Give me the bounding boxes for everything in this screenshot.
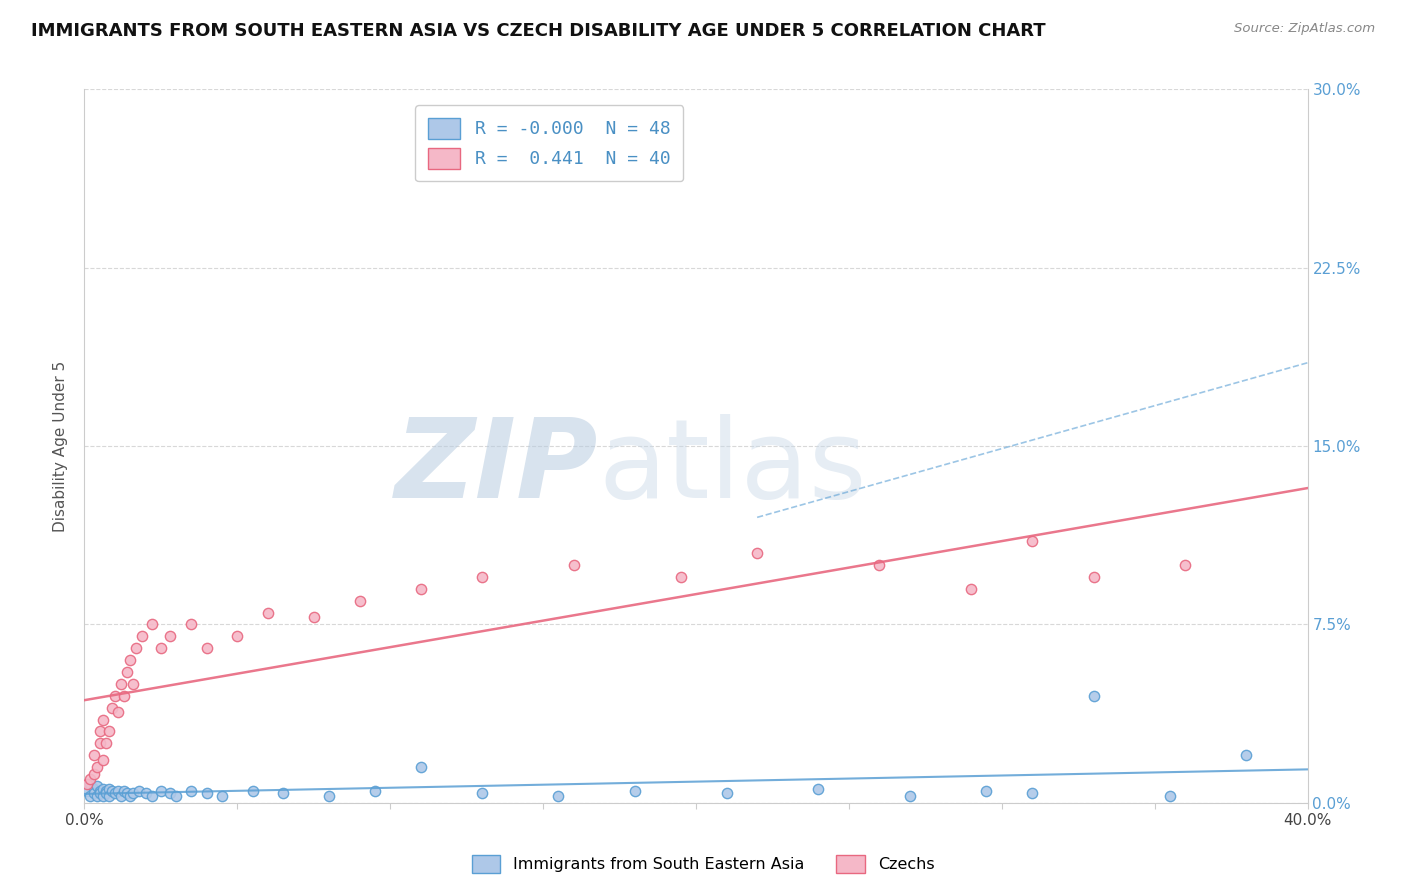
Point: [83, 786, 105, 800]
Point: [716, 786, 738, 800]
Point: [159, 629, 181, 643]
Point: [89, 724, 111, 739]
Point: [101, 784, 124, 798]
Point: [104, 786, 127, 800]
Point: [271, 786, 294, 800]
Point: [91, 713, 114, 727]
Point: [112, 784, 135, 798]
Point: [89, 784, 111, 798]
Point: [898, 789, 921, 803]
Point: [242, 784, 264, 798]
Point: [76, 784, 98, 798]
Point: [547, 789, 569, 803]
Point: [91, 781, 114, 796]
Point: [107, 706, 129, 720]
Legend: R = -0.000  N = 48, R =  0.441  N = 40: R = -0.000 N = 48, R = 0.441 N = 40: [415, 105, 683, 181]
Point: [97, 724, 120, 739]
Point: [180, 784, 202, 798]
Point: [131, 629, 153, 643]
Point: [195, 786, 218, 800]
Point: [94, 736, 117, 750]
Point: [149, 641, 172, 656]
Point: [115, 665, 138, 679]
Point: [149, 784, 172, 798]
Point: [669, 570, 692, 584]
Point: [960, 582, 983, 596]
Point: [120, 789, 142, 803]
Y-axis label: Disability Age Under 5: Disability Age Under 5: [53, 360, 69, 532]
Point: [318, 789, 340, 803]
Point: [128, 784, 150, 798]
Point: [91, 789, 114, 803]
Point: [409, 760, 432, 774]
Point: [869, 558, 891, 572]
Point: [86, 779, 108, 793]
Point: [141, 789, 163, 803]
Point: [83, 767, 105, 781]
Point: [94, 784, 117, 798]
Point: [165, 789, 187, 803]
Point: [1236, 748, 1258, 763]
Text: ZIP: ZIP: [395, 414, 598, 521]
Point: [562, 558, 585, 572]
Point: [180, 617, 202, 632]
Point: [91, 753, 114, 767]
Point: [624, 784, 647, 798]
Point: [86, 760, 108, 774]
Point: [807, 781, 830, 796]
Point: [1083, 689, 1105, 703]
Point: [159, 786, 181, 800]
Point: [79, 777, 101, 791]
Point: [89, 736, 111, 750]
Point: [1021, 786, 1043, 800]
Point: [257, 606, 280, 620]
Point: [112, 689, 135, 703]
Point: [86, 789, 108, 803]
Point: [302, 610, 325, 624]
Point: [135, 786, 157, 800]
Point: [101, 700, 124, 714]
Text: atlas: atlas: [598, 414, 866, 521]
Point: [89, 786, 111, 800]
Point: [1174, 558, 1197, 572]
Point: [79, 789, 101, 803]
Point: [122, 677, 145, 691]
Point: [747, 546, 769, 560]
Point: [125, 641, 148, 656]
Point: [83, 748, 105, 763]
Point: [110, 677, 132, 691]
Point: [104, 689, 127, 703]
Point: [349, 593, 371, 607]
Point: [110, 789, 132, 803]
Point: [76, 777, 98, 791]
Point: [79, 772, 101, 786]
Point: [97, 789, 120, 803]
Point: [211, 789, 233, 803]
Point: [107, 784, 129, 798]
Legend: Immigrants from South Eastern Asia, Czechs: Immigrants from South Eastern Asia, Czec…: [465, 848, 941, 880]
Point: [97, 781, 120, 796]
Point: [1021, 534, 1043, 549]
Point: [141, 617, 163, 632]
Point: [115, 786, 138, 800]
Point: [195, 641, 218, 656]
Point: [94, 786, 117, 800]
Point: [409, 582, 432, 596]
Point: [364, 784, 387, 798]
Text: Source: ZipAtlas.com: Source: ZipAtlas.com: [1234, 22, 1375, 36]
Point: [1159, 789, 1181, 803]
Point: [83, 781, 105, 796]
Point: [122, 786, 145, 800]
Point: [120, 653, 142, 667]
Point: [226, 629, 249, 643]
Point: [471, 786, 494, 800]
Point: [976, 784, 998, 798]
Point: [1083, 570, 1105, 584]
Text: IMMIGRANTS FROM SOUTH EASTERN ASIA VS CZECH DISABILITY AGE UNDER 5 CORRELATION C: IMMIGRANTS FROM SOUTH EASTERN ASIA VS CZ…: [31, 22, 1046, 40]
Point: [471, 570, 494, 584]
